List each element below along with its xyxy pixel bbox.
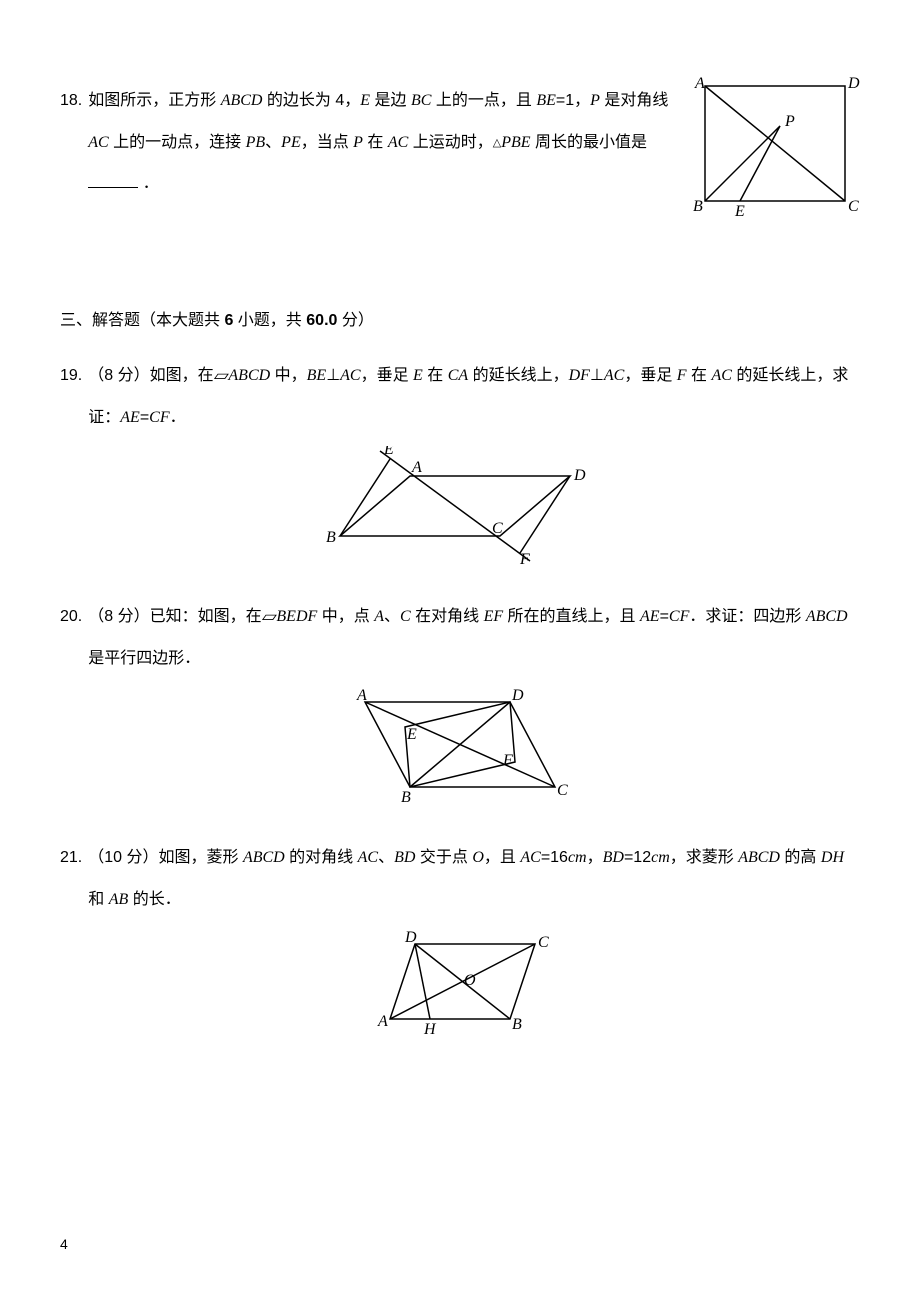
q21-body: （10 分）如图，菱形 ABCD 的对角线 AC、BD 交于点 O，且 AC=1… xyxy=(88,837,860,920)
figure-q18: A D B C E P xyxy=(690,76,860,216)
question-20: 20. （8 分）已知：如图，在▱BEDF 中，点 A、C 在对角线 EF 所在… xyxy=(60,596,860,807)
svg-text:C: C xyxy=(848,198,859,215)
blank-fill xyxy=(88,172,138,188)
question-19: 19. （8 分）如图，在▱ABCD 中，BE⊥AC，垂足 E 在 CA 的延长… xyxy=(60,355,860,566)
svg-text:D: D xyxy=(847,76,860,92)
svg-text:H: H xyxy=(423,1021,437,1038)
q21-number: 21. xyxy=(60,837,82,879)
q19-body: （8 分）如图，在▱ABCD 中，BE⊥AC，垂足 E 在 CA 的延长线上，D… xyxy=(88,355,860,438)
svg-text:B: B xyxy=(693,198,703,215)
svg-text:D: D xyxy=(573,467,586,484)
question-21: 21. （10 分）如图，菱形 ABCD 的对角线 AC、BD 交于点 O，且 … xyxy=(60,837,860,1038)
figure-q21: D C A B O H xyxy=(360,929,560,1039)
svg-text:E: E xyxy=(406,726,417,743)
question-18: A D B C E P 18. 如图所示，正方形 ABCD 的边长为 4，E 是… xyxy=(60,80,860,216)
svg-text:E: E xyxy=(734,203,745,216)
svg-text:F: F xyxy=(502,752,513,769)
q18-number: 18. xyxy=(60,80,82,122)
section-3-header: 三、解答题（本大题共 6 小题，共 60.0 分） xyxy=(60,306,860,330)
svg-text:B: B xyxy=(326,529,336,546)
figure-q19: A D B C E F xyxy=(320,446,600,566)
parallelogram-icon: ▱ xyxy=(261,600,276,636)
svg-text:D: D xyxy=(511,687,524,704)
triangle-icon: △ xyxy=(493,137,501,149)
svg-text:E: E xyxy=(383,446,394,458)
svg-text:C: C xyxy=(557,782,568,799)
svg-text:B: B xyxy=(401,789,411,806)
svg-text:F: F xyxy=(519,551,530,566)
q19-number: 19. xyxy=(60,355,82,397)
svg-text:A: A xyxy=(377,1013,388,1030)
svg-text:C: C xyxy=(492,520,503,537)
q20-body: （8 分）已知：如图，在▱BEDF 中，点 A、C 在对角线 EF 所在的直线上… xyxy=(88,596,860,679)
svg-text:C: C xyxy=(538,934,549,951)
figure-q20: A D B C E F xyxy=(345,687,575,807)
svg-text:A: A xyxy=(694,76,705,92)
page-number: 4 xyxy=(60,1236,68,1252)
svg-text:P: P xyxy=(784,113,795,130)
parallelogram-icon: ▱ xyxy=(213,359,228,395)
svg-text:A: A xyxy=(356,687,367,704)
q18-body: 如图所示，正方形 ABCD 的边长为 4，E 是边 BC 上的一点，且 BE=1… xyxy=(88,80,680,205)
svg-text:B: B xyxy=(512,1016,522,1033)
svg-text:D: D xyxy=(404,929,417,946)
q20-number: 20. xyxy=(60,596,82,638)
svg-text:A: A xyxy=(411,459,422,476)
svg-text:O: O xyxy=(464,972,476,989)
